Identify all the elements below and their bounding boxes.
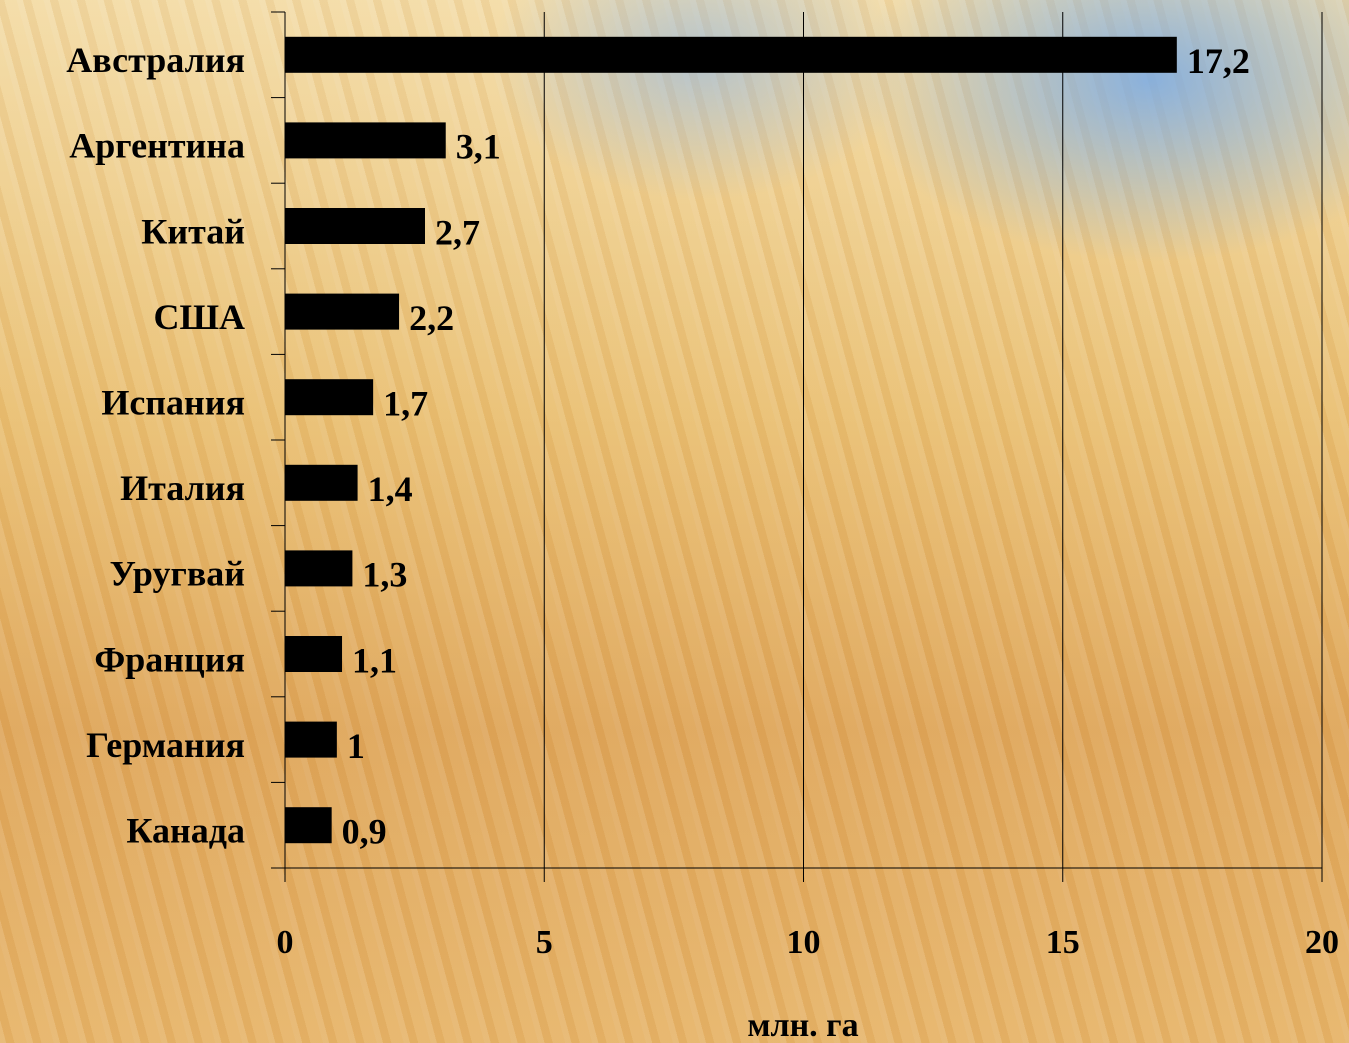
data-label: 1,7 bbox=[383, 383, 428, 423]
data-label: 17,2 bbox=[1187, 41, 1250, 81]
y-tick-label: Австралия bbox=[66, 40, 245, 80]
y-tick-label: Уругвай bbox=[109, 554, 245, 594]
data-label: 1,3 bbox=[362, 555, 407, 595]
bar bbox=[285, 293, 400, 330]
bar bbox=[285, 721, 337, 758]
data-label: 2,2 bbox=[409, 298, 454, 338]
data-label: 0,9 bbox=[342, 811, 387, 851]
x-axis-title: млн. га bbox=[747, 1007, 858, 1043]
bar bbox=[285, 636, 343, 672]
x-tick-label: 5 bbox=[536, 924, 553, 961]
bar bbox=[285, 379, 374, 416]
data-label: 1,1 bbox=[352, 640, 397, 680]
bar bbox=[285, 122, 446, 159]
y-tick-label: Китай bbox=[141, 211, 245, 251]
y-tick-label: Франция bbox=[94, 639, 245, 679]
bar bbox=[285, 464, 358, 501]
y-tick-label: Германия bbox=[86, 725, 245, 765]
y-tick-label: Италия bbox=[120, 468, 245, 508]
bar bbox=[285, 550, 353, 587]
data-label: 1,4 bbox=[368, 469, 413, 509]
bar bbox=[285, 36, 1177, 73]
x-tick-label: 15 bbox=[1046, 924, 1080, 961]
x-tick-label: 10 bbox=[787, 924, 821, 961]
y-tick-label: Испания bbox=[101, 382, 245, 422]
y-tick-label: Аргентина bbox=[69, 126, 245, 166]
data-label: 2,7 bbox=[435, 212, 480, 252]
data-label: 3,1 bbox=[456, 127, 501, 167]
y-tick-label: США bbox=[153, 297, 245, 337]
bar bbox=[285, 208, 425, 244]
x-tick-label: 20 bbox=[1305, 924, 1339, 961]
y-tick-label: Канада bbox=[126, 810, 245, 850]
bar bbox=[285, 807, 332, 844]
x-tick-label: 0 bbox=[277, 924, 294, 961]
data-label: 1 bbox=[347, 726, 365, 766]
